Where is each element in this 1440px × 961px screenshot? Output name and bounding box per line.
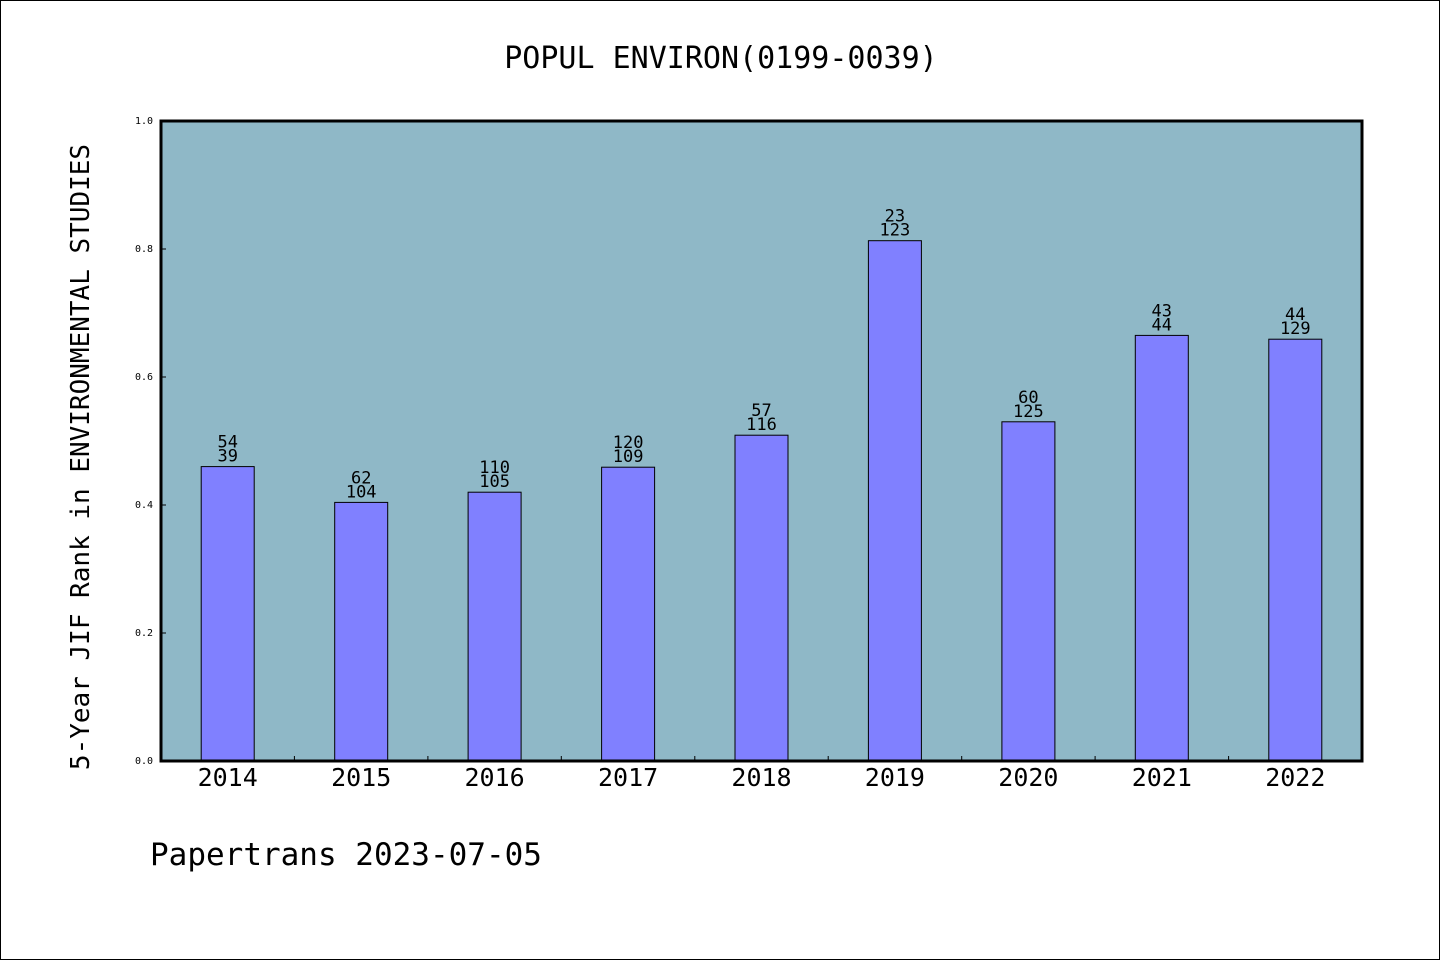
bar-label-bottom-2015: 104	[346, 482, 377, 502]
bars-group: 5439621041101051201095711623123601254344…	[200, 207, 1323, 762]
x-tick-label-2018: 2018	[731, 763, 791, 792]
bar-2021	[1134, 334, 1189, 762]
bar-label-bottom-2016: 105	[479, 472, 510, 492]
y-tick-label-0.6: 0.6	[135, 372, 153, 383]
plot-border	[159, 119, 1364, 763]
bar-label-bottom-2018: 116	[746, 415, 777, 435]
bar-2016	[467, 491, 522, 762]
bar-2014	[200, 466, 255, 762]
bar-label-bottom-2014: 39	[217, 447, 237, 467]
bar-label-top-2015: 62	[351, 468, 371, 488]
bar-2022	[1268, 338, 1323, 762]
x-tick-label-2017: 2017	[598, 763, 658, 792]
bar-label-top-2020: 60	[1018, 388, 1038, 408]
bar-2017	[601, 466, 656, 762]
x-tick-label-2022: 2022	[1265, 763, 1325, 792]
y-tick-label-0.0: 0.0	[135, 756, 153, 767]
bar-label-top-2022: 44	[1285, 305, 1305, 325]
x-tick-label-2020: 2020	[998, 763, 1058, 792]
bar-2018	[734, 434, 789, 762]
bar-label-top-2018: 57	[751, 401, 771, 421]
bar-label-bottom-2020: 125	[1013, 402, 1044, 422]
footer-text: Papertrans 2023-07-05	[150, 837, 542, 873]
chart-title: POPUL ENVIRON(0199-0039)	[504, 41, 937, 76]
y-tick-label-0.2: 0.2	[135, 628, 153, 639]
bar-label-bottom-2017: 109	[613, 447, 644, 467]
x-tick-label-2016: 2016	[464, 763, 524, 792]
x-tick-label-2019: 2019	[865, 763, 925, 792]
bar-2015	[334, 501, 389, 762]
y-axis-title: 5-Year JIF Rank in ENVIRONMENTAL STUDIES	[66, 144, 96, 770]
bar-label-top-2021: 43	[1152, 301, 1172, 321]
y-tick-label-1.0: 1.0	[135, 116, 153, 127]
x-tick-label-2015: 2015	[331, 763, 391, 792]
bar-label-top-2017: 120	[613, 433, 644, 453]
x-tick-label-2021: 2021	[1132, 763, 1192, 792]
bar-2019	[867, 240, 922, 762]
bar-label-bottom-2019: 123	[880, 221, 911, 241]
bar-label-top-2014: 54	[217, 433, 237, 453]
x-tick-label-2014: 2014	[198, 763, 258, 792]
bar-label-bottom-2022: 129	[1280, 319, 1311, 339]
bar-2020	[1001, 421, 1056, 762]
x-axis: 2014 2015 2016 2017 2018 2019 2020 2021 2022	[198, 756, 1325, 792]
bar-label-top-2019: 23	[885, 207, 905, 227]
y-tick-label-0.8: 0.8	[135, 244, 153, 255]
bar-label-bottom-2021: 44	[1152, 315, 1172, 335]
bar-label-top-2016: 110	[479, 458, 510, 478]
y-tick-label-0.4: 0.4	[135, 500, 153, 511]
